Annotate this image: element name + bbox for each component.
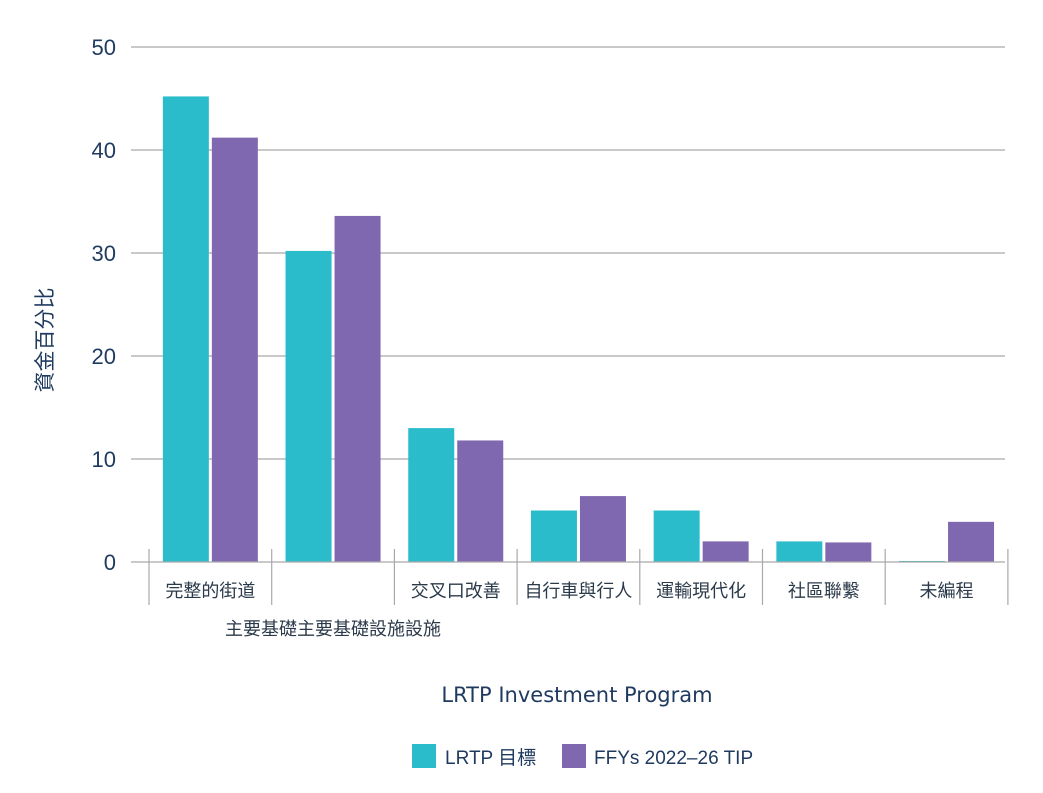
bar-series-1-3 <box>579 496 626 562</box>
legend: LRTP 目標 FFYs 2022–26 TIP <box>412 744 753 769</box>
bar-series-1-4 <box>702 541 749 562</box>
y-axis-ticks: 0 10 20 30 40 50 <box>92 35 116 575</box>
bar-series-0-5 <box>776 541 823 562</box>
legend-swatch-lrtp <box>412 744 436 768</box>
y-tick-label: 0 <box>104 550 116 575</box>
x-tick-label: 運輸現代化 <box>656 581 746 602</box>
x-tick-label: 自行車與行人 <box>524 581 632 602</box>
bar-series-1-0 <box>211 137 258 562</box>
bar-series-0-1 <box>285 250 332 562</box>
x-tick-label: 未編程 <box>920 581 974 602</box>
legend-label-tip: FFYs 2022–26 TIP <box>594 748 753 769</box>
bars <box>162 96 995 563</box>
bar-series-0-3 <box>530 510 577 562</box>
x-tick-label: 完整的街道 <box>165 581 255 602</box>
y-tick-label: 30 <box>92 241 116 266</box>
x-axis-title: LRTP Investment Program <box>441 683 712 707</box>
bar-series-1-1 <box>334 215 381 563</box>
bar-series-0-4 <box>653 510 700 562</box>
y-tick-label: 40 <box>92 138 116 163</box>
y-tick-label: 20 <box>92 344 116 369</box>
x-tick-label: 交叉口改善 <box>411 581 501 602</box>
bar-series-0-2 <box>408 428 455 562</box>
bar-series-1-5 <box>825 542 872 562</box>
legend-swatch-tip <box>562 744 586 768</box>
y-axis-title: 資金百分比 <box>33 288 57 393</box>
x-tick-label: 社區聯繫 <box>788 581 860 602</box>
bar-series-1-2 <box>457 440 504 562</box>
bar-series-1-6 <box>948 521 995 562</box>
legend-label-lrtp: LRTP 目標 <box>445 747 536 769</box>
gridlines <box>131 46 1005 460</box>
x-axis <box>131 549 1009 605</box>
y-tick-label: 10 <box>92 447 116 472</box>
y-tick-label: 50 <box>92 35 116 60</box>
x-tick-label: 主要基礎主要基礎設施設施 <box>225 619 441 640</box>
bar-series-0-0 <box>162 96 209 562</box>
